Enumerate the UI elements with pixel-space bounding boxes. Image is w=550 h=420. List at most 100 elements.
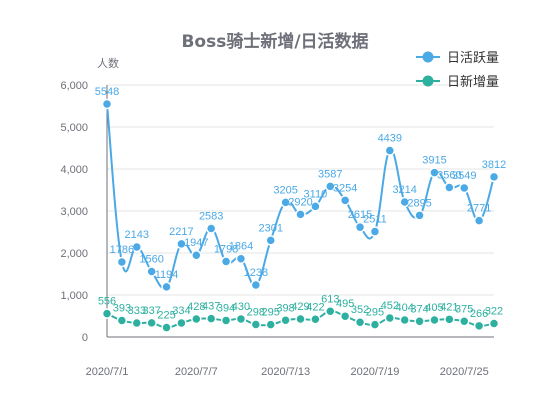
data-point[interactable]	[116, 315, 128, 326]
data-label: 422	[306, 301, 324, 313]
data-point[interactable]	[205, 223, 217, 234]
legend-item[interactable]: 日活跃量	[416, 50, 499, 65]
data-label: 4439	[378, 133, 402, 145]
data-point[interactable]	[384, 145, 396, 156]
data-point[interactable]	[384, 312, 396, 324]
data-label: 2217	[169, 226, 193, 238]
data-point[interactable]	[310, 201, 321, 212]
data-point[interactable]	[161, 322, 172, 333]
data-point[interactable]	[429, 167, 440, 178]
data-label: 1238	[244, 267, 268, 279]
data-point[interactable]	[250, 319, 262, 330]
data-label: 1798	[214, 243, 238, 255]
data-point[interactable]	[488, 171, 500, 183]
data-point[interactable]	[235, 313, 247, 325]
data-label: 225	[157, 310, 175, 322]
data-point[interactable]	[399, 314, 410, 326]
data-label: 333	[128, 305, 146, 317]
data-point[interactable]	[458, 182, 470, 194]
data-point[interactable]	[414, 210, 425, 221]
data-label: 2583	[199, 211, 223, 223]
data-point[interactable]	[176, 238, 187, 250]
data-point[interactable]	[399, 196, 410, 208]
x-tick-label: 2020/7/13	[261, 366, 310, 378]
data-label: 295	[366, 307, 384, 319]
data-label: 430	[232, 301, 250, 313]
data-point[interactable]	[101, 308, 113, 319]
data-label: 398	[276, 302, 294, 314]
legend-item[interactable]: 日新增量	[416, 74, 499, 89]
data-label: 3110	[304, 188, 328, 200]
data-point[interactable]	[116, 256, 128, 268]
y-axis-ticks: 0 1,000 2,000 3,000 4,000 5,000 6,000	[60, 80, 88, 344]
data-point[interactable]	[265, 235, 276, 246]
data-point[interactable]	[295, 313, 306, 325]
data-label: 295	[262, 307, 280, 319]
data-label: 266	[470, 308, 488, 320]
data-point[interactable]	[191, 249, 202, 261]
data-point[interactable]	[339, 310, 351, 322]
data-label: 374	[410, 303, 428, 315]
y-tick-label: 3,000	[60, 206, 88, 218]
data-point[interactable]	[325, 181, 336, 192]
data-point[interactable]	[265, 319, 276, 330]
data-point[interactable]	[444, 182, 455, 193]
legend-label: 日新增量	[447, 74, 499, 89]
data-point[interactable]	[280, 315, 291, 326]
data-point[interactable]	[354, 316, 366, 328]
data-label: 3254	[333, 182, 357, 194]
data-label: 428	[187, 301, 205, 313]
data-point[interactable]	[369, 226, 381, 237]
data-point[interactable]	[414, 316, 425, 327]
data-point[interactable]	[220, 315, 232, 326]
x-tick-label: 2020/7/1	[86, 366, 129, 378]
data-point[interactable]	[444, 314, 455, 325]
legend-label: 日活跃量	[447, 50, 499, 65]
data-label: 2511	[363, 214, 387, 226]
data-point[interactable]	[325, 306, 336, 317]
data-point[interactable]	[354, 221, 366, 233]
data-point[interactable]	[473, 215, 485, 226]
data-label: 2771	[467, 203, 491, 215]
legend-marker	[422, 51, 434, 63]
data-label: 404	[396, 302, 414, 314]
data-point[interactable]	[220, 256, 232, 267]
data-label: 3549	[452, 170, 476, 182]
data-point[interactable]	[429, 314, 440, 326]
data-label: 495	[336, 298, 354, 310]
data-point[interactable]	[295, 209, 306, 220]
data-label: 3560	[437, 169, 461, 181]
data-point[interactable]	[473, 320, 485, 332]
data-point[interactable]	[205, 313, 217, 324]
x-tick-label: 2020/7/7	[175, 366, 218, 378]
data-label: 1947	[184, 237, 208, 249]
x-tick-label: 2020/7/25	[440, 366, 489, 378]
data-point[interactable]	[146, 266, 157, 277]
data-point[interactable]	[101, 98, 113, 110]
x-tick-label: 2020/7/19	[350, 366, 399, 378]
y-tick-label: 4,000	[60, 164, 88, 176]
data-point[interactable]	[250, 279, 262, 291]
data-point[interactable]	[161, 281, 172, 293]
data-label: 3205	[273, 184, 297, 196]
data-label: 437	[202, 301, 220, 313]
data-point[interactable]	[146, 317, 157, 329]
data-point[interactable]	[488, 318, 500, 329]
data-point[interactable]	[131, 241, 143, 253]
data-label: 2143	[125, 229, 149, 241]
data-point[interactable]	[310, 314, 321, 325]
data-point[interactable]	[176, 317, 187, 329]
data-point[interactable]	[235, 253, 247, 264]
y-tick-label: 1,000	[60, 290, 88, 302]
data-point[interactable]	[280, 197, 291, 208]
data-label: 394	[217, 302, 235, 314]
data-point[interactable]	[458, 316, 470, 327]
data-point[interactable]	[369, 319, 381, 330]
data-label: 2920	[288, 196, 312, 208]
data-label: 298	[247, 306, 265, 318]
data-point[interactable]	[191, 313, 202, 325]
data-point[interactable]	[339, 195, 351, 206]
data-point[interactable]	[131, 317, 143, 329]
series-2: 5563933333372253344284373944302982953984…	[98, 293, 503, 333]
